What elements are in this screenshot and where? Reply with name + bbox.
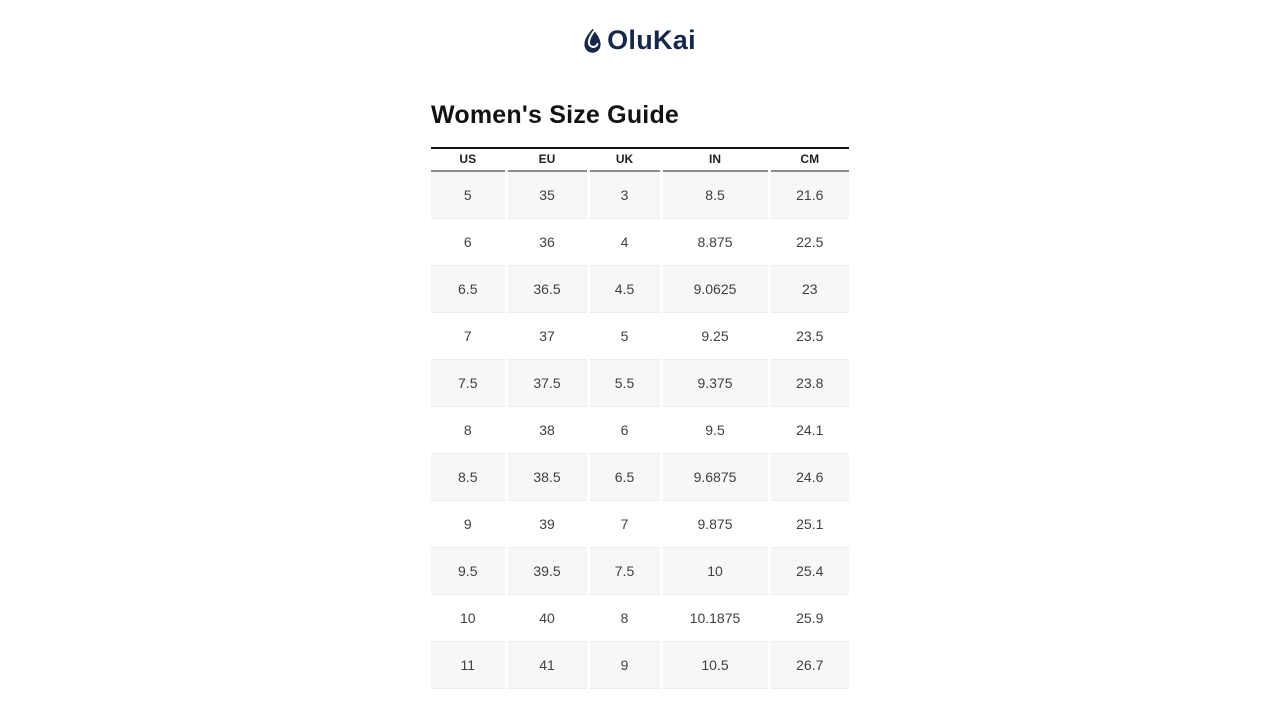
size-table-container: US EU UK IN CM 5 35 3 8.5 21.6 6 36 4 8.875 22.5 6.5 36… <box>431 147 849 689</box>
table-cell: 9.875 <box>659 500 769 548</box>
table-cell: 10 <box>431 594 506 642</box>
table-cell: 6 <box>431 218 506 266</box>
column-header-eu: EU <box>504 149 588 172</box>
table-cell: 10.1875 <box>659 594 769 642</box>
table-cell: 10.5 <box>659 641 769 689</box>
table-cell: 39 <box>504 500 588 548</box>
table-cell: 37.5 <box>504 359 588 407</box>
table-cell: 36.5 <box>504 265 588 313</box>
table-cell: 23.8 <box>767 359 849 407</box>
table-cell: 7.5 <box>431 359 506 407</box>
size-table: US EU UK IN CM 5 35 3 8.5 21.6 6 36 4 8.875 22.5 6.5 36… <box>431 149 849 689</box>
table-cell: 8.5 <box>659 171 769 219</box>
table-row: 7.5 37.5 5.5 9.375 23.8 <box>431 359 849 407</box>
table-row: 5 35 3 8.5 21.6 <box>431 171 849 219</box>
table-row: 8.5 38.5 6.5 9.6875 24.6 <box>431 453 849 501</box>
table-cell: 23.5 <box>767 312 849 360</box>
column-header-in: IN <box>659 149 769 172</box>
table-body: 5 35 3 8.5 21.6 6 36 4 8.875 22.5 6.5 36.5 4.5 9.0625… <box>431 171 849 689</box>
table-cell: 7.5 <box>586 547 661 595</box>
table-cell: 6.5 <box>586 453 661 501</box>
table-cell: 36 <box>504 218 588 266</box>
table-cell: 7 <box>431 312 506 360</box>
brand-logo-text: OluKai <box>607 24 696 55</box>
table-row: 6.5 36.5 4.5 9.0625 23 <box>431 265 849 313</box>
table-cell: 41 <box>504 641 588 689</box>
table-cell: 40 <box>504 594 588 642</box>
table-row: 11 41 9 10.5 26.7 <box>431 641 849 689</box>
table-cell: 4 <box>586 218 661 266</box>
table-header-row: US EU UK IN CM <box>431 149 849 172</box>
content-column: Women's Size Guide US EU UK IN CM 5 35 3 8.5 21.… <box>431 101 849 689</box>
table-cell: 8 <box>431 406 506 454</box>
table-cell: 5.5 <box>586 359 661 407</box>
table-cell: 3 <box>586 171 661 219</box>
table-cell: 9.375 <box>659 359 769 407</box>
table-row: 8 38 6 9.5 24.1 <box>431 406 849 454</box>
table-cell: 24.1 <box>767 406 849 454</box>
table-cell: 25.9 <box>767 594 849 642</box>
table-cell: 9.5 <box>431 547 506 595</box>
table-cell: 6.5 <box>431 265 506 313</box>
table-cell: 11 <box>431 641 506 689</box>
droplet-hook-icon <box>584 28 601 54</box>
table-cell: 9.0625 <box>659 265 769 313</box>
table-cell: 5 <box>586 312 661 360</box>
brand-logo: OluKai <box>0 26 1280 56</box>
column-header-cm: CM <box>767 149 849 172</box>
table-cell: 5 <box>431 171 506 219</box>
table-row: 9 39 7 9.875 25.1 <box>431 500 849 548</box>
column-header-us: US <box>431 149 506 172</box>
table-row: 10 40 8 10.1875 25.9 <box>431 594 849 642</box>
table-cell: 24.6 <box>767 453 849 501</box>
table-row: 7 37 5 9.25 23.5 <box>431 312 849 360</box>
table-cell: 21.6 <box>767 171 849 219</box>
column-header-uk: UK <box>586 149 661 172</box>
table-cell: 38.5 <box>504 453 588 501</box>
table-cell: 10 <box>659 547 769 595</box>
table-cell: 22.5 <box>767 218 849 266</box>
table-cell: 9 <box>431 500 506 548</box>
table-cell: 9 <box>586 641 661 689</box>
table-cell: 35 <box>504 171 588 219</box>
page-title: Women's Size Guide <box>431 101 680 129</box>
table-cell: 39.5 <box>504 547 588 595</box>
table-row: 6 36 4 8.875 22.5 <box>431 218 849 266</box>
table-cell: 4.5 <box>586 265 661 313</box>
table-cell: 37 <box>504 312 588 360</box>
table-cell: 8.5 <box>431 453 506 501</box>
table-cell: 26.7 <box>767 641 849 689</box>
table-cell: 23 <box>767 265 849 313</box>
table-cell: 9.5 <box>659 406 769 454</box>
table-cell: 25.4 <box>767 547 849 595</box>
table-cell: 7 <box>586 500 661 548</box>
table-cell: 9.6875 <box>659 453 769 501</box>
table-cell: 25.1 <box>767 500 849 548</box>
table-cell: 9.25 <box>659 312 769 360</box>
table-cell: 38 <box>504 406 588 454</box>
table-cell: 8.875 <box>659 218 769 266</box>
table-cell: 6 <box>586 406 661 454</box>
table-cell: 8 <box>586 594 661 642</box>
table-row: 9.5 39.5 7.5 10 25.4 <box>431 547 849 595</box>
